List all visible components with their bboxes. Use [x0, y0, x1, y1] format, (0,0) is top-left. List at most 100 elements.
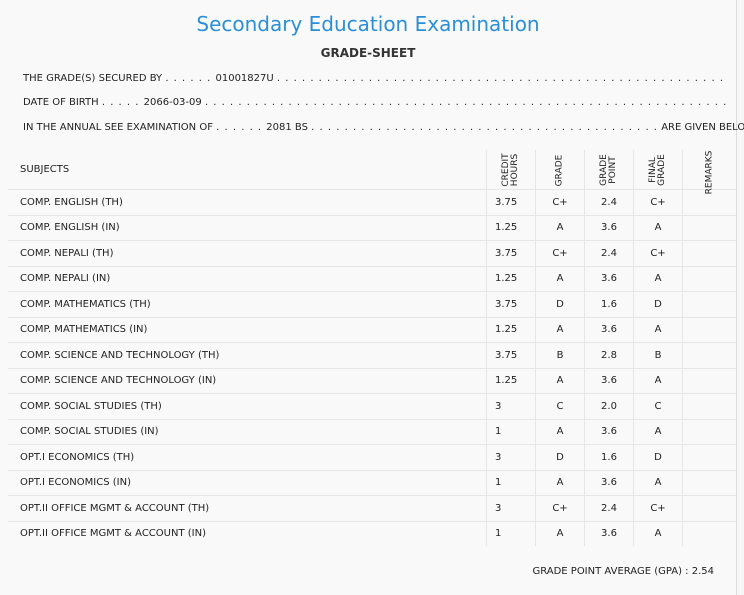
- subject-cell: OPT.I ECONOMICS (IN): [8, 469, 487, 496]
- exam-label: IN THE ANNUAL SEE EXAMINATION OF: [23, 122, 213, 133]
- remarks-cell: [682, 469, 736, 496]
- final-grade-cell: A: [633, 367, 683, 394]
- table-row: COMP. SCIENCE AND TECHNOLOGY (IN) 1.25 A 3.…: [8, 367, 736, 394]
- remarks-cell: [682, 495, 736, 521]
- grade-point-cell: 2.4: [584, 240, 634, 266]
- grade-point-cell: 3.6: [584, 214, 634, 241]
- grade-point-cell: 3.6: [584, 367, 634, 394]
- given-below-text: ARE GIVEN BELOW . . .: [661, 122, 744, 133]
- header-subjects: SUBJECTS: [20, 164, 70, 175]
- header-credit-hours: CREDIT HOURS: [486, 150, 536, 190]
- final-grade-cell: C+: [633, 240, 683, 266]
- dob-line: DATE OF BIRTH . . . . . 2066-03-09 . . .…: [23, 97, 728, 108]
- remarks-cell: [682, 393, 736, 419]
- final-grade-cell: A: [633, 469, 683, 496]
- credit-hours-cell: 1.25: [486, 367, 536, 394]
- grade-cell: A: [535, 214, 585, 241]
- credit-hours-cell: 1: [486, 520, 536, 546]
- grade-cell: C+: [535, 189, 585, 215]
- secured-by-label: THE GRADE(S) SECURED BY: [23, 73, 163, 84]
- grade-cell: C+: [535, 240, 585, 266]
- table-row: OPT.II OFFICE MGMT & ACCOUNT (IN) 1 A 3.6 A: [8, 520, 736, 546]
- remarks-cell: [682, 444, 736, 470]
- subject-cell: OPT.II OFFICE MGMT & ACCOUNT (IN): [8, 520, 487, 546]
- subject-cell: COMP. NEPALI (IN): [8, 265, 487, 292]
- credit-hours-cell: 1.25: [486, 214, 536, 241]
- grade-point-cell: 1.6: [584, 291, 634, 317]
- grade-point-cell: 1.6: [584, 444, 634, 470]
- subject-cell: OPT.II OFFICE MGMT & ACCOUNT (TH): [8, 495, 487, 521]
- dob-value: 2066-03-09: [143, 97, 202, 108]
- remarks-cell: [682, 367, 736, 394]
- subject-cell: OPT.I ECONOMICS (TH): [8, 444, 487, 470]
- table-row: COMP. ENGLISH (IN) 1.25 A 3.6 A: [8, 214, 736, 241]
- gpa-line: GRADE POINT AVERAGE (GPA) : 2.54: [532, 566, 714, 577]
- final-grade-cell: A: [633, 520, 683, 546]
- grade-cell: A: [535, 367, 585, 394]
- final-grade-cell: A: [633, 316, 683, 343]
- exam-year: 2081 BS: [266, 122, 308, 133]
- grades-table: SUBJECTS CREDIT HOURS GRADE GRADE POINT FI…: [8, 150, 736, 546]
- credit-hours-cell: 3: [486, 495, 536, 521]
- remarks-cell: [682, 240, 736, 266]
- credit-hours-cell: 1.25: [486, 265, 536, 292]
- page-title: Secondary Education Examination: [196, 12, 540, 36]
- final-grade-cell: C+: [633, 189, 683, 215]
- grade-point-cell: 3.6: [584, 316, 634, 343]
- subject-cell: COMP. MATHEMATICS (IN): [8, 316, 487, 343]
- grade-cell: D: [535, 291, 585, 317]
- grade-cell: A: [535, 316, 585, 343]
- credit-hours-cell: 3: [486, 393, 536, 419]
- subject-cell: COMP. ENGLISH (TH): [8, 189, 487, 215]
- remarks-cell: [682, 291, 736, 317]
- grade-point-cell: 3.6: [584, 520, 634, 546]
- credit-hours-cell: 3.75: [486, 240, 536, 266]
- dob-label: DATE OF BIRTH: [23, 97, 99, 108]
- remarks-cell: [682, 214, 736, 241]
- final-grade-cell: B: [633, 342, 683, 368]
- final-grade-cell: C+: [633, 495, 683, 521]
- header-grade: GRADE: [535, 150, 585, 190]
- grade-cell: A: [535, 265, 585, 292]
- grade-point-cell: 2.8: [584, 342, 634, 368]
- grade-cell: A: [535, 418, 585, 445]
- subject-cell: COMP. ENGLISH (IN): [8, 214, 487, 241]
- table-row: COMP. NEPALI (TH) 3.75 C+ 2.4 C+: [8, 240, 736, 266]
- credit-hours-cell: 1: [486, 469, 536, 496]
- subject-cell: COMP. SOCIAL STUDIES (IN): [8, 418, 487, 445]
- credit-hours-cell: 1.25: [486, 316, 536, 343]
- remarks-cell: [682, 316, 736, 343]
- grade-cell: B: [535, 342, 585, 368]
- table-row: COMP. SOCIAL STUDIES (TH) 3 C 2.0 C: [8, 393, 736, 419]
- header-final-grade: FINAL GRADE: [633, 150, 683, 190]
- gpa-value: 2.54: [691, 566, 714, 577]
- subject-cell: COMP. SOCIAL STUDIES (TH): [8, 393, 487, 419]
- final-grade-cell: D: [633, 444, 683, 470]
- final-grade-cell: A: [633, 418, 683, 445]
- table-row: COMP. SCIENCE AND TECHNOLOGY (TH) 3.75 B 2.…: [8, 342, 736, 368]
- secured-by-line: THE GRADE(S) SECURED BY . . . . . . 0100…: [23, 73, 725, 84]
- final-grade-cell: D: [633, 291, 683, 317]
- table-row: COMP. MATHEMATICS (IN) 1.25 A 3.6 A: [8, 316, 736, 343]
- grade-point-cell: 3.6: [584, 265, 634, 292]
- symbol-number: 01001827U: [215, 73, 274, 84]
- table-header-row: SUBJECTS CREDIT HOURS GRADE GRADE POINT FI…: [8, 150, 736, 194]
- header-remarks: REMARKS: [682, 150, 736, 194]
- header-grade-point: GRADE POINT: [584, 150, 634, 190]
- final-grade-cell: A: [633, 214, 683, 241]
- grade-point-cell: 2.4: [584, 189, 634, 215]
- grade-cell: C+: [535, 495, 585, 521]
- table-row: OPT.I ECONOMICS (TH) 3 D 1.6 D: [8, 444, 736, 470]
- subject-cell: COMP. NEPALI (TH): [8, 240, 487, 266]
- remarks-cell: [682, 342, 736, 368]
- table-row: COMP. ENGLISH (TH) 3.75 C+ 2.4 C+: [8, 189, 736, 215]
- gpa-label: GRADE POINT AVERAGE (GPA) :: [532, 566, 689, 577]
- remarks-cell: [682, 265, 736, 292]
- grade-cell: A: [535, 520, 585, 546]
- grade-point-cell: 3.6: [584, 469, 634, 496]
- credit-hours-cell: 3.75: [486, 291, 536, 317]
- subject-cell: COMP. SCIENCE AND TECHNOLOGY (IN): [8, 367, 487, 394]
- subject-cell: COMP. SCIENCE AND TECHNOLOGY (TH): [8, 342, 487, 368]
- table-row: OPT.II OFFICE MGMT & ACCOUNT (TH) 3 C+ 2.4 C…: [8, 495, 736, 521]
